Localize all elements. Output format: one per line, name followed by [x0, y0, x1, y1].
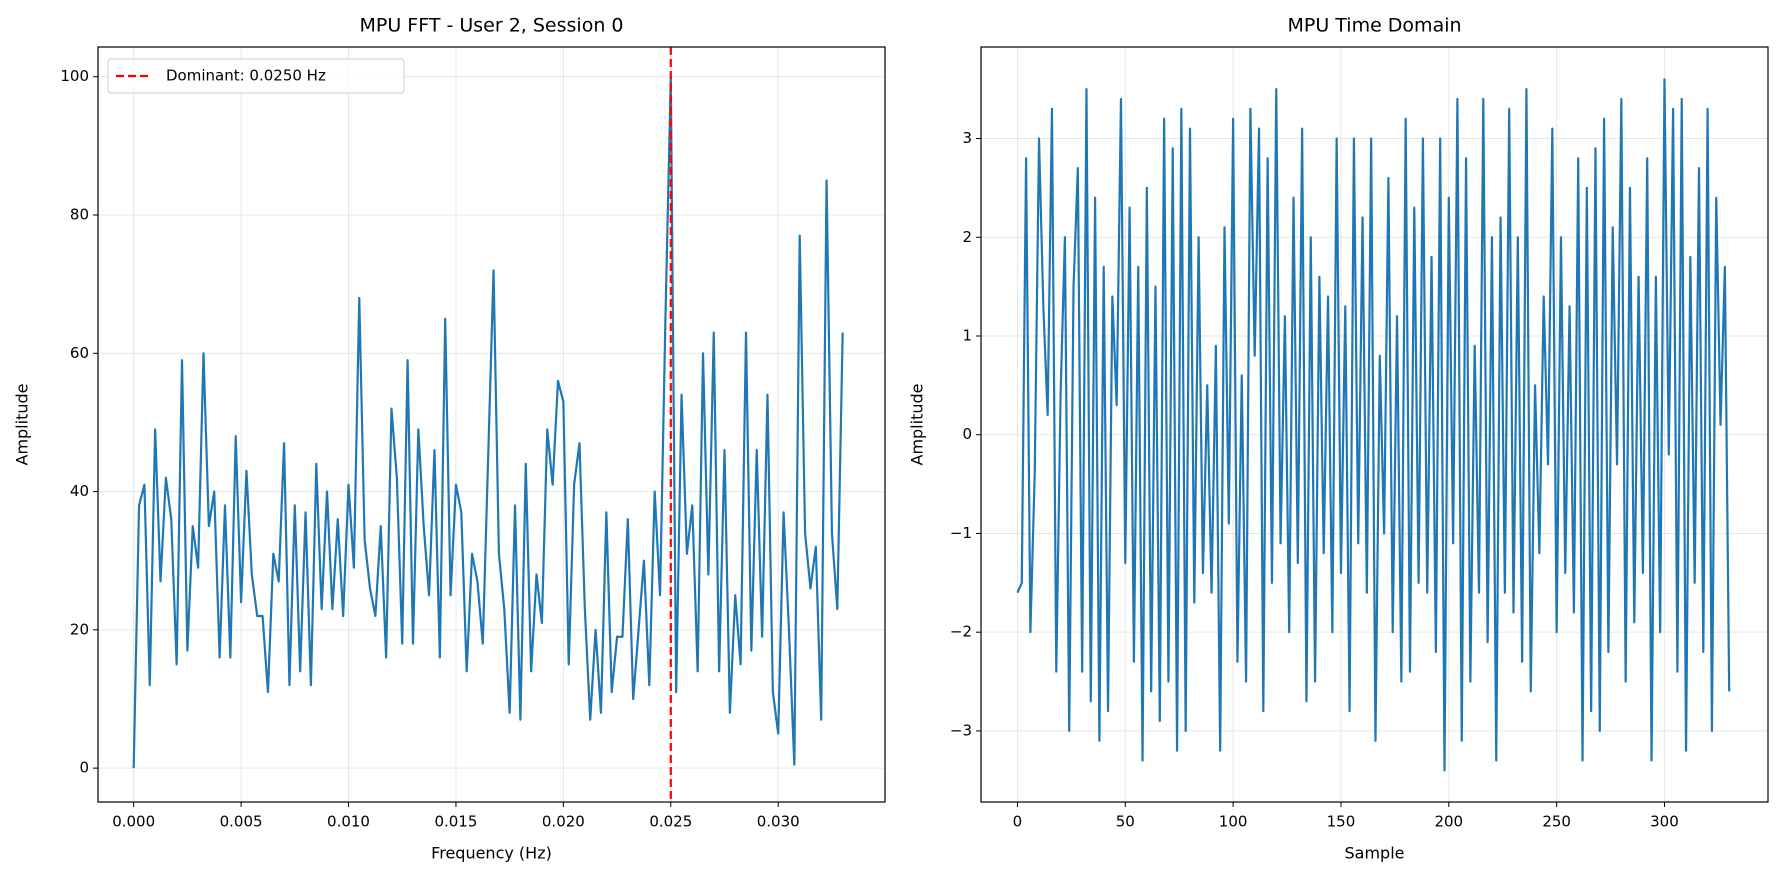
- chart-title: MPU FFT - User 2, Session 0: [360, 15, 624, 37]
- legend-box: [107, 58, 405, 94]
- y-tick-label: 0: [962, 425, 972, 443]
- axes: MPU FFT - User 2, Session 0 Frequency (Hz…: [13, 15, 886, 863]
- axes-frame: [980, 46, 1769, 803]
- y-tick-label: 20: [70, 620, 89, 638]
- x-tick-label: 250: [1542, 813, 1571, 831]
- y-tick-label: 100: [60, 67, 89, 85]
- y-axis-label: Amplitude: [908, 384, 927, 466]
- y-tick-label: 1: [962, 326, 972, 344]
- x-tick-label: 0.000: [112, 813, 155, 831]
- x-tick-label: 0.025: [649, 813, 692, 831]
- x-axis-label: Frequency (Hz): [431, 844, 552, 863]
- x-tick-label: 0: [1013, 813, 1023, 831]
- x-tick-label: 100: [1219, 813, 1248, 831]
- x-tick-label: 150: [1327, 813, 1356, 831]
- x-axis-label: Sample: [1345, 844, 1405, 863]
- data-line: [1016, 78, 1731, 772]
- y-tick-label: 40: [70, 482, 89, 500]
- x-tick-label: 300: [1650, 813, 1679, 831]
- y-tick-label: 0: [79, 759, 89, 777]
- axes: MPU Time Domain Sample Amplitude 0 50 100 150 2…: [908, 15, 1769, 863]
- y-tick-label: 3: [962, 129, 972, 147]
- x-tick-label: 0.030: [757, 813, 800, 831]
- y-tick-label: 60: [70, 344, 89, 362]
- x-tick-label: 0.015: [434, 813, 477, 831]
- x-tick-label: 0.005: [220, 813, 263, 831]
- x-tick-label: 0.010: [327, 813, 370, 831]
- x-tick-label: 50: [1116, 813, 1135, 831]
- y-tick-label: 80: [70, 206, 89, 224]
- x-tick-label: 0.020: [542, 813, 585, 831]
- data-line: [132, 75, 844, 769]
- axes-frame: [97, 46, 886, 803]
- y-axis-label: Amplitude: [13, 384, 32, 466]
- x-tick-label: 200: [1434, 813, 1463, 831]
- y-tick-label: −3: [950, 721, 972, 739]
- y-tick-label: −2: [950, 623, 972, 641]
- chart-title: MPU Time Domain: [1287, 15, 1461, 37]
- y-tick-label: −1: [950, 524, 972, 542]
- legend: Dominant: 0.0250 Hz: [107, 58, 405, 94]
- legend-label: Dominant: 0.0250 Hz: [166, 67, 326, 85]
- y-tick-label: 2: [962, 228, 972, 246]
